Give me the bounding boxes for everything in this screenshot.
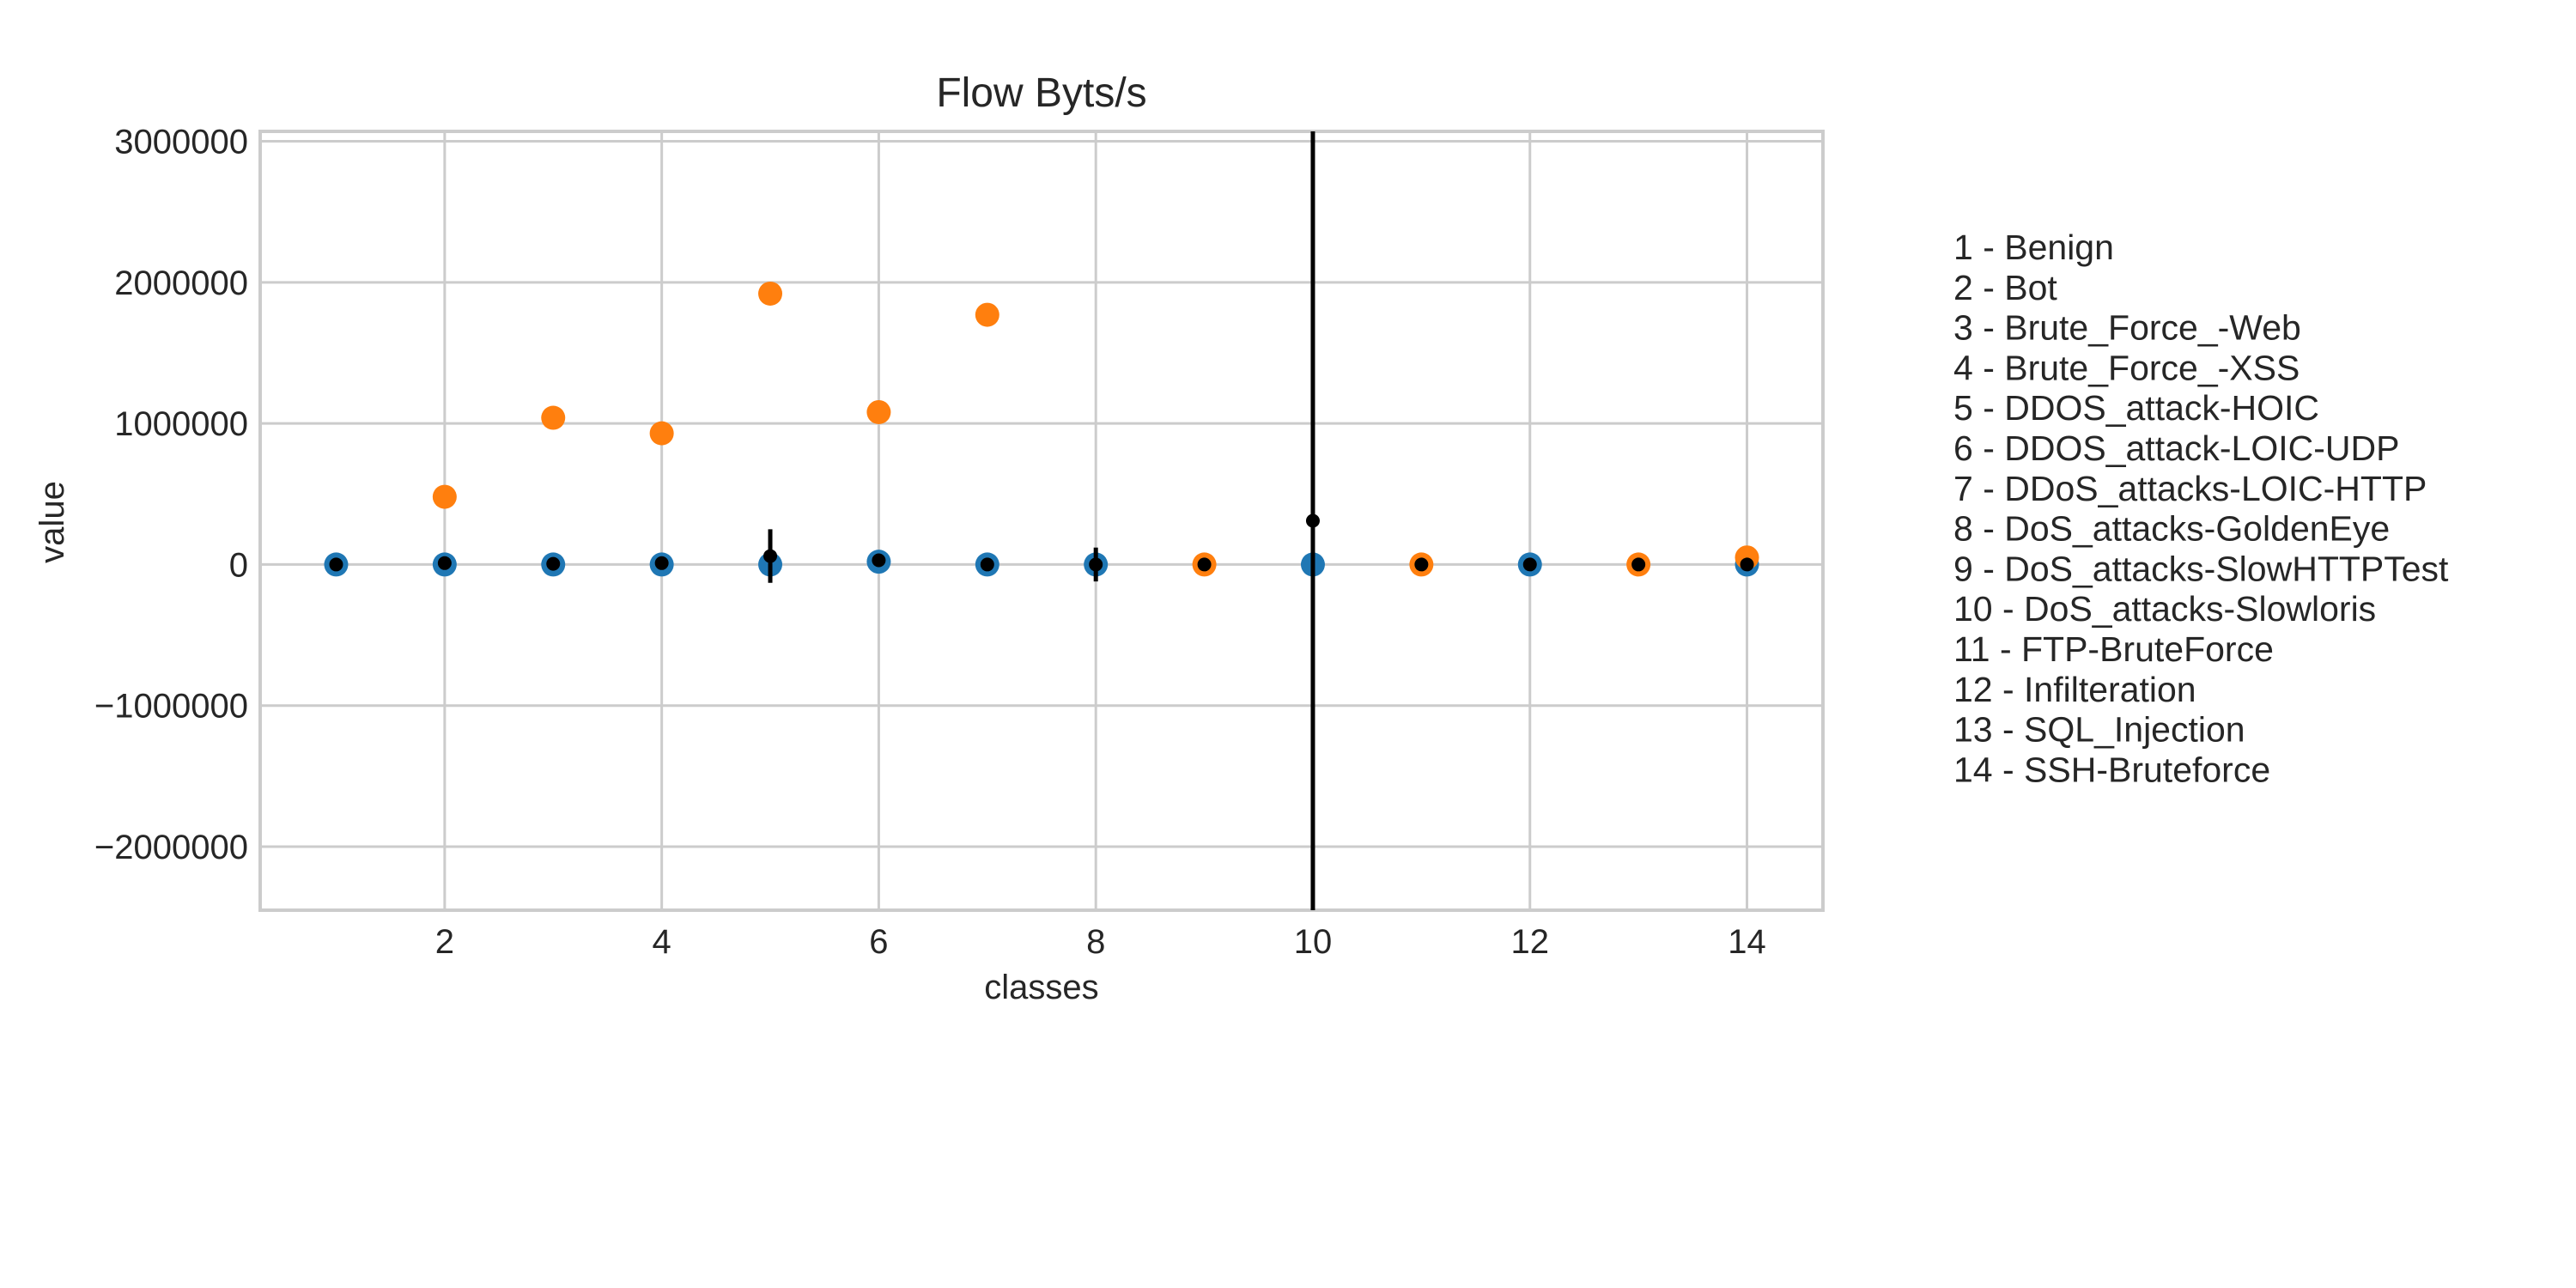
y-tick-label: 1000000 (114, 405, 248, 443)
black-marker (329, 557, 343, 572)
orange-marker (432, 484, 457, 509)
y-tick-label: −2000000 (94, 829, 248, 866)
x-axis-label: classes (984, 969, 1098, 1006)
black-marker (1522, 557, 1537, 572)
legend-entry: 5 - DDOS_attack-HOIC (1953, 388, 2319, 428)
x-tick-label: 14 (1728, 923, 1766, 961)
legend-entry: 6 - DDOS_attack-LOIC-UDP (1953, 428, 2399, 468)
y-tick-label: 0 (229, 546, 248, 584)
black-marker (980, 557, 994, 572)
black-marker (1197, 557, 1212, 572)
y-tick-labels: −2000000 −1000000 0 1000000 2000000 3000000 (94, 124, 248, 867)
legend-entry: 14 - SSH-Bruteforce (1953, 750, 2270, 789)
legend-entry: 10 - DoS_attacks-Slowloris (1953, 589, 2376, 629)
legend-entry: 2 - Bot (1953, 268, 2057, 307)
chart-title: Flow Byts/s (936, 70, 1146, 116)
black-marker (1089, 557, 1103, 572)
x-tick-label: 2 (435, 923, 454, 961)
black-marker (546, 556, 561, 571)
black-marker (1631, 557, 1646, 572)
orange-marker (975, 302, 999, 327)
black-marker (872, 553, 886, 568)
orange-marker (541, 405, 566, 430)
x-tick-label: 8 (1086, 923, 1105, 961)
orange-marker (866, 399, 891, 424)
plot-area-border (258, 130, 1825, 912)
x-tick-label: 12 (1511, 923, 1550, 961)
y-tick-label: 3000000 (114, 124, 248, 161)
legend-entry: 9 - DoS_attacks-SlowHTTPTest (1953, 549, 2449, 588)
orange-marker (649, 421, 674, 446)
legend-entry: 4 - Brute_Force_-XSS (1953, 348, 2300, 387)
y-tick-label: 2000000 (114, 264, 248, 302)
legend-entry: 3 - Brute_Force_-Web (1953, 308, 2301, 348)
error-bars (329, 131, 1754, 910)
black-marker (1305, 513, 1320, 528)
legend-entry: 1 - Benign (1953, 228, 2114, 267)
black-marker (1414, 557, 1429, 572)
black-marker (763, 549, 778, 563)
orange-marker (758, 281, 783, 306)
legend-entry: 12 - Infilteration (1953, 670, 2196, 709)
legend-entry: 11 - FTP-BruteForce (1953, 629, 2274, 669)
legend-entry: 13 - SQL_Injection (1953, 710, 2245, 750)
x-tick-labels: 2 4 6 8 10 12 14 (435, 923, 1766, 961)
y-axis-label: value (33, 481, 71, 563)
y-tick-label: −1000000 (94, 688, 248, 726)
legend-entry: 8 - DoS_attacks-GoldenEye (1953, 509, 2390, 549)
black-marker (654, 556, 669, 570)
x-tick-label: 6 (869, 923, 888, 961)
x-tick-label: 4 (653, 923, 671, 961)
x-tick-label: 10 (1294, 923, 1333, 961)
plot-frame (258, 130, 1825, 912)
black-marker (437, 556, 452, 570)
black-marker (1740, 557, 1754, 572)
legend-entry: 7 - DDoS_attacks-LOIC-HTTP (1953, 469, 2427, 508)
